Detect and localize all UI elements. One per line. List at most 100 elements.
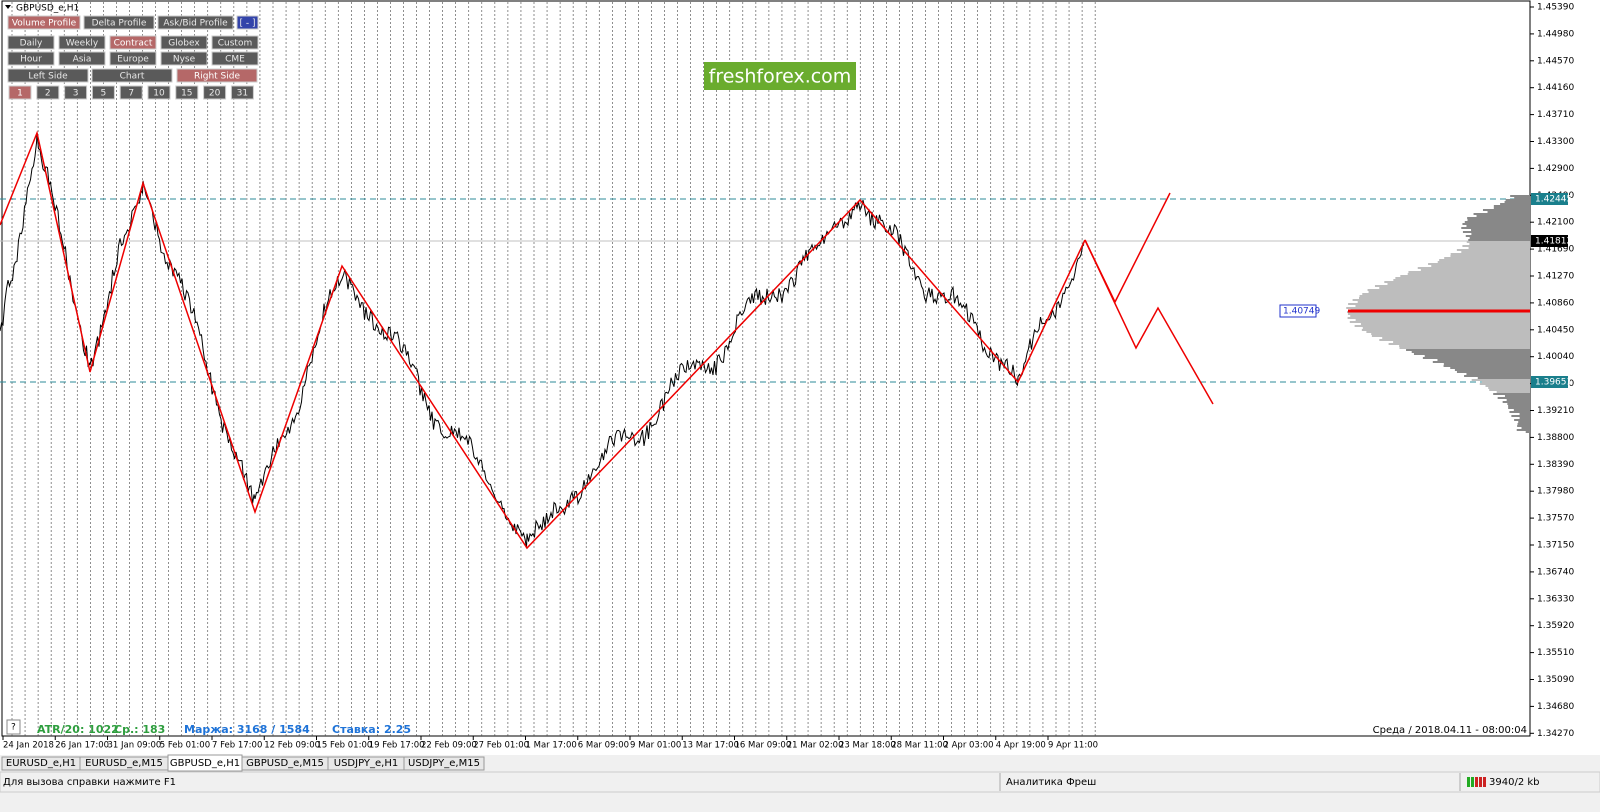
lower-level-tag xyxy=(1531,376,1568,388)
profile-bar xyxy=(1355,319,1530,321)
help-button[interactable] xyxy=(6,719,21,735)
toolbar-button[interactable] xyxy=(91,85,115,100)
profile-bar xyxy=(1355,305,1530,307)
toolbar-button[interactable] xyxy=(7,15,81,30)
button-label: Contract xyxy=(114,39,153,49)
toolbar-button[interactable] xyxy=(119,85,143,100)
watermark-bg xyxy=(704,62,856,90)
profile-bar xyxy=(1519,417,1530,419)
time-label: 7 Feb 17:00 xyxy=(212,741,262,751)
price-label: 1.43710 xyxy=(1537,110,1574,120)
profile-bar xyxy=(1482,209,1530,211)
profile-bar xyxy=(1346,307,1530,309)
toolbar-button[interactable] xyxy=(175,85,199,100)
toolbar-button[interactable] xyxy=(91,68,173,83)
time-label: 16 Mar 09:00 xyxy=(735,741,792,751)
toolbar-button[interactable] xyxy=(160,35,208,50)
profile-bar xyxy=(1450,253,1530,255)
price-label: 1.39210 xyxy=(1537,406,1574,416)
button-label: 1 xyxy=(17,89,23,99)
toolbar-button[interactable] xyxy=(83,15,155,30)
poc-tag xyxy=(1279,304,1317,318)
toolbar-button[interactable] xyxy=(147,85,171,100)
profile-bar xyxy=(1362,327,1530,329)
profile-bar xyxy=(1473,213,1530,215)
profile-bar xyxy=(1359,297,1530,299)
profile-bar xyxy=(1514,197,1530,199)
button-label: Left Side xyxy=(28,72,68,82)
price-label: 1.35920 xyxy=(1537,621,1574,631)
toolbar-button[interactable] xyxy=(211,51,259,66)
profile-bar xyxy=(1360,323,1530,325)
zigzag xyxy=(0,130,1086,550)
price-label: 1.40040 xyxy=(1537,352,1574,362)
profile-bar xyxy=(1489,389,1530,391)
toolbar-button[interactable] xyxy=(230,85,254,100)
toolbar-button[interactable] xyxy=(64,85,88,100)
toolbar-button[interactable] xyxy=(203,85,227,100)
button-label: Europe xyxy=(117,55,149,65)
toolbar-button[interactable] xyxy=(109,51,157,66)
profile-bar xyxy=(1505,199,1530,201)
projection-down xyxy=(1084,239,1214,405)
profile-bar xyxy=(1504,201,1530,203)
toolbar-button[interactable] xyxy=(236,15,259,30)
toolbar-button[interactable] xyxy=(160,51,208,66)
profile-bar xyxy=(1493,207,1530,209)
toolbar-button[interactable] xyxy=(8,85,32,100)
help-icon: ? xyxy=(11,723,16,733)
profile-bar xyxy=(1506,399,1530,401)
toolbar-button[interactable] xyxy=(157,15,234,30)
toolbar-button[interactable] xyxy=(7,35,55,50)
profile-bar xyxy=(1467,217,1530,219)
profile-bar xyxy=(1468,239,1530,241)
price-label: 1.37570 xyxy=(1537,514,1574,524)
profile-bar xyxy=(1468,247,1530,249)
profile-bar xyxy=(1437,359,1530,361)
profile-bar xyxy=(1493,393,1530,395)
toolbar-button[interactable] xyxy=(58,51,106,66)
button-label: Volume Profile xyxy=(12,19,77,29)
price-label: 1.41270 xyxy=(1537,272,1574,282)
price-line xyxy=(0,132,1085,549)
profile-bar xyxy=(1437,261,1530,263)
profile-bar xyxy=(1443,365,1530,367)
button-label: 10 xyxy=(153,89,165,99)
time-label: 19 Feb 17:00 xyxy=(369,741,425,751)
profile-bar xyxy=(1471,379,1530,381)
profile-bar xyxy=(1374,285,1530,287)
toolbar-button[interactable] xyxy=(7,68,89,83)
profile-bar xyxy=(1481,381,1530,383)
profile-bar xyxy=(1399,345,1530,347)
profile-bar xyxy=(1496,391,1530,393)
button-label: Ask/Bid Profile xyxy=(163,19,228,29)
toolbar-button[interactable] xyxy=(109,35,157,50)
price-label: 1.42900 xyxy=(1537,164,1574,174)
toolbar-button[interactable] xyxy=(7,51,55,66)
button-label: 15 xyxy=(181,89,192,99)
current-price-tag xyxy=(1531,235,1568,247)
toolbar-button[interactable] xyxy=(36,85,60,100)
toolbar-button[interactable] xyxy=(176,68,258,83)
button-label: [ - ] xyxy=(240,19,256,29)
profile-bar xyxy=(1422,357,1530,359)
profile-bar xyxy=(1471,233,1530,235)
profile-bar xyxy=(1450,255,1530,257)
tab-label: EURUSD_e,M15 xyxy=(85,758,163,769)
toolbar-button[interactable] xyxy=(211,35,259,50)
profile-bar xyxy=(1521,427,1530,429)
symbol-tab[interactable] xyxy=(403,756,485,771)
button-label: Hour xyxy=(20,55,42,65)
profile-bar xyxy=(1371,333,1530,335)
profile-bar xyxy=(1417,267,1530,269)
profile-bar xyxy=(1518,421,1530,423)
profile-bar xyxy=(1508,405,1530,407)
toolbar-button[interactable] xyxy=(58,35,106,50)
profile-bar xyxy=(1462,245,1530,247)
time-label: 9 Apr 11:00 xyxy=(1048,741,1098,751)
button-label: 7 xyxy=(128,89,134,99)
price-label: 1.35510 xyxy=(1537,648,1574,658)
price-label: 1.44980 xyxy=(1537,29,1574,39)
profile-bar xyxy=(1424,355,1530,357)
